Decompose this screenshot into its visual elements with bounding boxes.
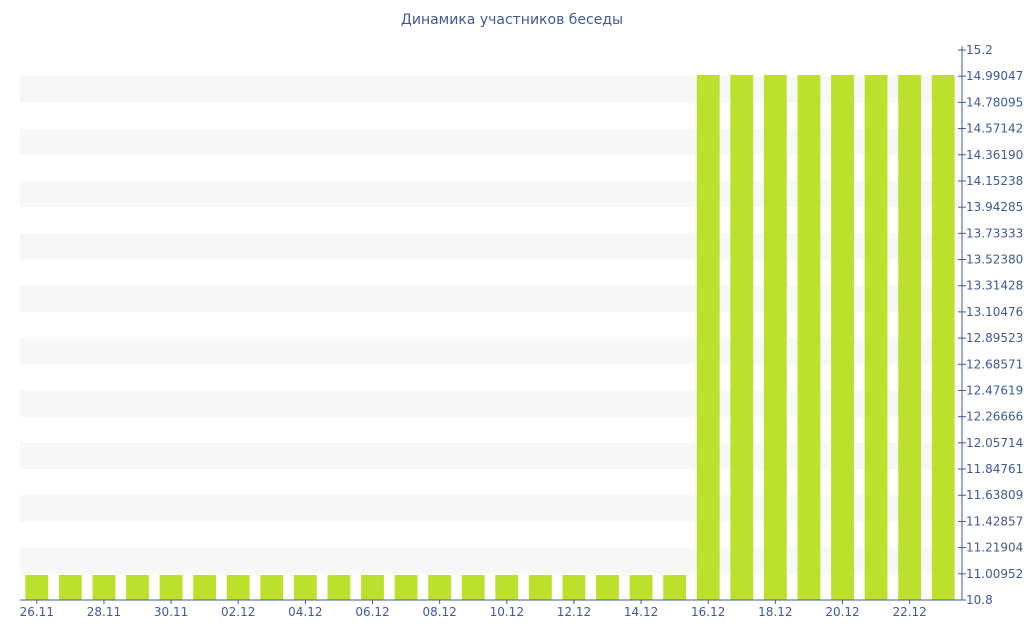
y-tick-label: 11.219047	[966, 541, 1024, 555]
y-tick-label: 12.266666	[966, 410, 1024, 424]
bar	[831, 75, 854, 600]
y-tick-label: 13.523809	[966, 253, 1024, 267]
bar	[629, 575, 653, 600]
bar	[562, 575, 586, 600]
y-tick-label: 12.476190	[966, 383, 1024, 397]
bar	[293, 575, 317, 600]
bar	[730, 75, 754, 600]
chart-title: Динамика участников беседы	[400, 12, 624, 28]
y-tick-label: 14.152380	[966, 174, 1024, 188]
x-tick-label: 10.12	[490, 605, 524, 619]
bar	[92, 575, 116, 600]
bar	[864, 75, 888, 600]
x-tick-label: 20.12	[825, 605, 859, 619]
y-tick-label: 15.2	[966, 43, 993, 57]
x-tick-label: 22.12	[892, 605, 926, 619]
y-tick-label: 14.990476	[966, 69, 1024, 83]
x-tick-label: 06.12	[355, 605, 389, 619]
y-tick-label: 14.361904	[966, 148, 1024, 162]
x-tick-label: 28.11	[87, 605, 121, 619]
y-tick-label: 12.895238	[966, 331, 1024, 345]
bar	[361, 575, 384, 600]
bar	[394, 575, 418, 600]
y-tick-label: 13.314285	[966, 279, 1024, 293]
y-tick-label: 11.847619	[966, 462, 1024, 476]
bar	[898, 75, 922, 600]
x-tick-label: 12.12	[557, 605, 591, 619]
bar	[528, 575, 552, 600]
bar	[461, 575, 485, 600]
bar	[126, 575, 149, 600]
x-tick-label: 30.11	[154, 605, 188, 619]
y-tick-label: 11.638095	[966, 488, 1024, 502]
bar	[25, 575, 49, 600]
x-tick-label: 04.12	[288, 605, 322, 619]
y-tick-label: 13.942857	[966, 200, 1024, 214]
bar	[763, 75, 787, 600]
bar	[797, 75, 821, 600]
bar	[596, 575, 619, 600]
x-tick-label: 02.12	[221, 605, 255, 619]
x-tick-label: 14.12	[624, 605, 658, 619]
y-tick-label: 12.057142	[966, 436, 1024, 450]
bar	[696, 75, 720, 600]
bar	[428, 575, 452, 600]
bar	[159, 575, 183, 600]
bar	[663, 575, 687, 600]
y-tick-label: 14.571428	[966, 122, 1024, 136]
bar	[327, 575, 351, 600]
bar	[58, 575, 82, 600]
y-tick-label: 13.733333	[966, 226, 1024, 240]
y-tick-label: 12.685714	[966, 357, 1024, 371]
y-tick-label: 14.780952	[966, 95, 1024, 109]
x-tick-label: 26.11	[20, 605, 54, 619]
bar	[193, 575, 217, 600]
bar	[495, 575, 519, 600]
x-tick-label: 08.12	[422, 605, 456, 619]
x-tick-label: 18.12	[758, 605, 792, 619]
x-tick-label: 16.12	[691, 605, 725, 619]
y-tick-label: 10.8	[966, 593, 993, 607]
y-tick-label: 11.009523	[966, 567, 1024, 581]
bar	[226, 575, 250, 600]
bar	[931, 75, 955, 600]
bar	[260, 575, 284, 600]
